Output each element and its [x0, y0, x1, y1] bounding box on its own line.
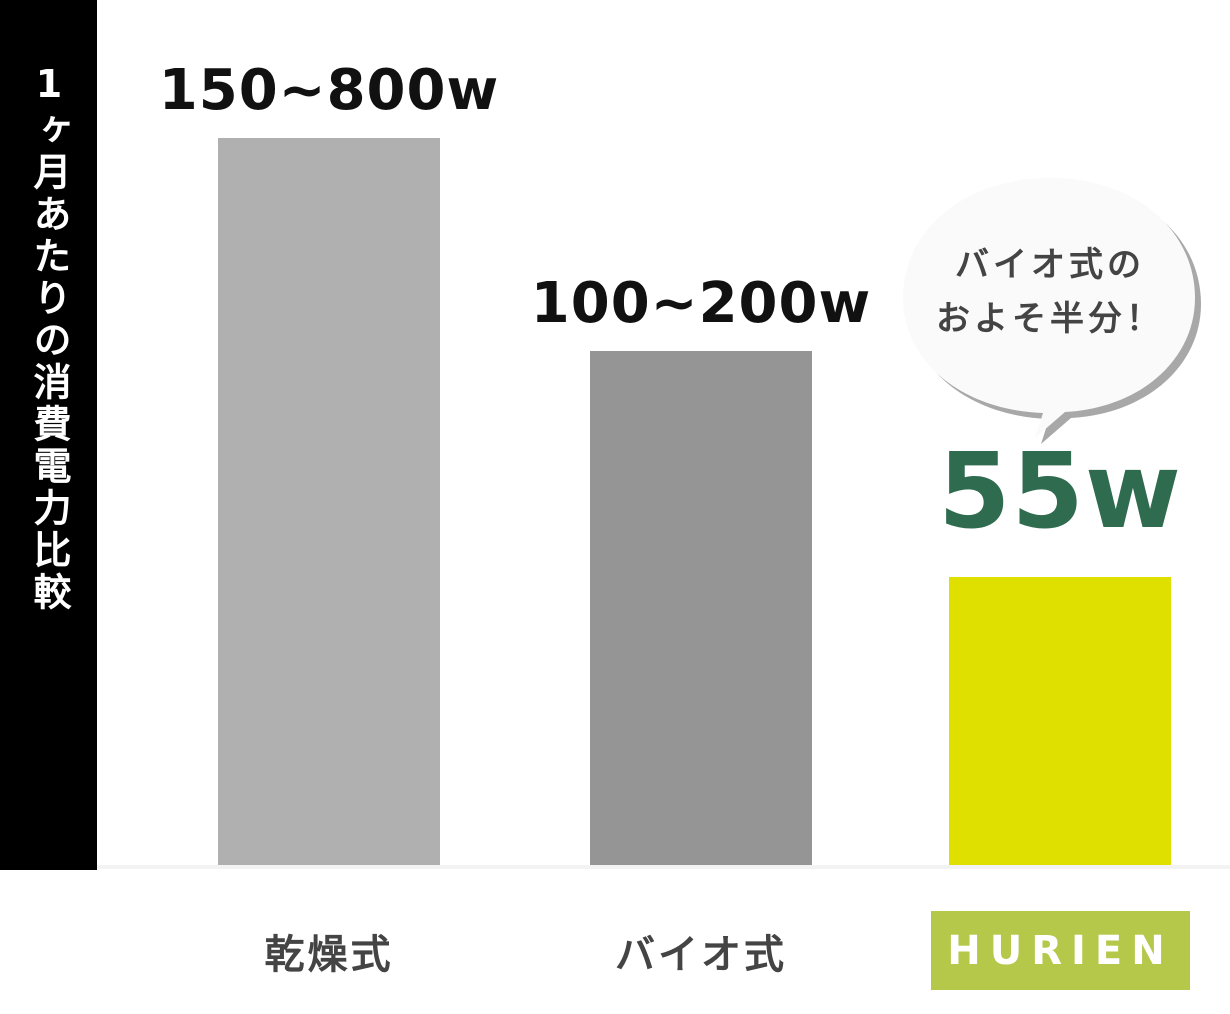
category-label-2: HURIEN: [931, 911, 1190, 990]
annotation-line-1: およそ半分！: [936, 299, 1164, 339]
category-label-0: 乾燥式: [264, 932, 394, 978]
data-label-0: 150~800w: [158, 58, 500, 123]
bar-1: [590, 351, 812, 865]
bar-2: [949, 577, 1171, 865]
category-label-1: バイオ式: [615, 932, 787, 978]
annotation-text: バイオ式の およそ半分！: [905, 238, 1195, 346]
x-axis-baseline: [97, 865, 1230, 869]
data-label-2: 55w: [938, 430, 1182, 552]
data-label-1: 100~200w: [530, 271, 872, 336]
bar-0: [218, 138, 440, 865]
chart-title: 1ヶ月あたりの消費電力比較: [27, 62, 71, 614]
annotation-line-0: バイオ式の: [955, 245, 1145, 285]
speech-bubble: [903, 178, 1201, 444]
chart-title-box: 1ヶ月あたりの消費電力比較: [0, 0, 97, 870]
